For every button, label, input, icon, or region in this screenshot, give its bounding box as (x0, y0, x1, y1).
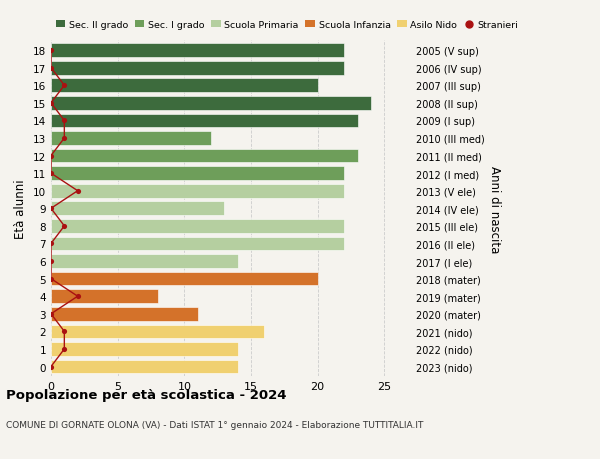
Point (46, 152, 56, 160)
Point (59, 223, 69, 230)
Bar (51, 62, 344, 75)
Bar (51, 44, 344, 58)
Legend: Sec. II grado, Sec. I grado, Scuola Primaria, Scuola Infanzia, Asilo Nido, Stran: Sec. II grado, Sec. I grado, Scuola Prim… (56, 21, 518, 30)
Point (46, 100, 56, 107)
Y-axis label: Anni di nascita: Anni di nascita (488, 165, 501, 252)
Point (46, 240, 56, 247)
Bar (51, 185, 344, 198)
Bar (51, 325, 265, 338)
Bar (51, 237, 344, 251)
Bar (51, 132, 211, 146)
Point (46, 275, 56, 283)
Point (59, 328, 69, 336)
Point (59, 118, 69, 125)
Bar (51, 149, 358, 163)
Point (59, 135, 69, 142)
Bar (51, 272, 317, 286)
Point (73, 293, 82, 300)
Point (46, 258, 56, 265)
Point (46, 205, 56, 213)
Bar (51, 360, 238, 374)
Bar (51, 342, 238, 356)
Bar (51, 255, 238, 269)
Text: COMUNE DI GORNATE OLONA (VA) - Dati ISTAT 1° gennaio 2024 - Elaborazione TUTTITA: COMUNE DI GORNATE OLONA (VA) - Dati ISTA… (6, 420, 424, 429)
Text: Popolazione per età scolastica - 2024: Popolazione per età scolastica - 2024 (6, 388, 287, 401)
Bar (51, 202, 224, 216)
Point (73, 188, 82, 195)
Bar (51, 167, 344, 180)
Point (59, 346, 69, 353)
Bar (51, 97, 371, 111)
Point (59, 82, 69, 90)
Point (46, 310, 56, 318)
Point (46, 363, 56, 370)
Point (46, 47, 56, 55)
Point (46, 65, 56, 72)
Y-axis label: Età alunni: Età alunni (14, 179, 28, 239)
Bar (51, 307, 197, 321)
Point (46, 170, 56, 178)
Bar (51, 114, 358, 128)
Bar (51, 290, 158, 303)
Bar (51, 79, 317, 93)
Bar (51, 219, 344, 233)
